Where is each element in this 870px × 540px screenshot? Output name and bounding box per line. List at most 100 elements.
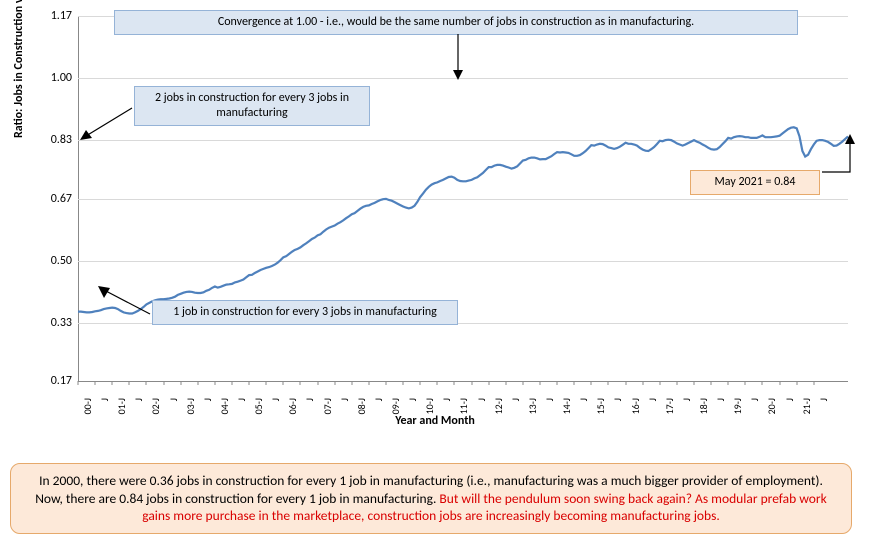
x-tick — [180, 381, 181, 385]
x-tick — [454, 381, 455, 385]
x-tick — [437, 381, 438, 385]
x-tick-label: J — [646, 398, 659, 401]
x-tick-label: J — [372, 398, 385, 401]
x-axis-title: Year and Month — [395, 414, 475, 428]
x-tick-label: J — [748, 398, 761, 401]
x-tick-label: J — [577, 398, 590, 401]
x-tick — [711, 381, 712, 385]
x-tick-label: 15-J — [594, 398, 607, 414]
x-tick — [386, 381, 387, 385]
y-tick-label: 0.50 — [51, 254, 72, 268]
x-tick-label: J — [132, 398, 145, 401]
x-tick — [129, 381, 130, 385]
x-tick — [642, 381, 643, 385]
x-tick-label: 02-J — [149, 398, 162, 414]
callout-two-for-three: 2 jobs in construction for every 3 jobs … — [134, 86, 370, 126]
x-tick-label: 04-J — [218, 398, 231, 414]
x-tick — [694, 381, 695, 385]
x-tick — [659, 381, 660, 385]
x-tick-label: J — [440, 398, 453, 401]
x-tick — [146, 381, 147, 385]
x-tick-label: 10-J — [423, 398, 436, 414]
x-tick — [232, 381, 233, 385]
x-tick — [420, 381, 421, 385]
arrow-one-for-three — [94, 284, 154, 324]
x-tick-label: J — [817, 398, 830, 401]
x-tick — [317, 381, 318, 385]
x-tick-label: J — [269, 398, 282, 401]
x-tick — [796, 381, 797, 385]
x-tick-label: 14-J — [560, 398, 573, 414]
x-tick-label: J — [167, 398, 180, 401]
x-tick-label: J — [406, 398, 419, 401]
x-tick — [112, 381, 113, 385]
x-tick — [163, 381, 164, 385]
x-tick-label: 11-J — [457, 398, 470, 414]
chart-container: Ratio: Jobs in Construction vs Manufactu… — [8, 8, 862, 428]
x-tick-label: 05-J — [252, 398, 265, 414]
x-tick — [95, 381, 96, 385]
x-tick-label: 18-J — [697, 398, 710, 414]
x-tick — [591, 381, 592, 385]
x-tick — [625, 381, 626, 385]
x-tick-label: 19-J — [731, 398, 744, 414]
callout-may-2021: May 2021 = 0.84 — [690, 170, 820, 195]
y-tick-label: 0.17 — [51, 374, 72, 388]
x-tick-label: 20-J — [765, 398, 778, 414]
x-tick — [403, 381, 404, 385]
x-tick — [266, 381, 267, 385]
x-tick — [249, 381, 250, 385]
x-tick — [351, 381, 352, 385]
x-tick — [728, 381, 729, 385]
x-tick-label: J — [235, 398, 248, 401]
x-tick-label: 16-J — [629, 398, 642, 414]
x-tick — [471, 381, 472, 385]
x-tick-label: 17-J — [663, 398, 676, 414]
plot-area: Convergence at 1.00 - i.e., would be the… — [78, 16, 848, 381]
x-tick — [745, 381, 746, 385]
x-tick — [779, 381, 780, 385]
x-tick-label: J — [475, 398, 488, 401]
y-tick-label: 1.17 — [51, 9, 72, 23]
x-tick-label: J — [338, 398, 351, 401]
x-tick-label: J — [98, 398, 111, 401]
arrow-convergence — [448, 34, 468, 80]
x-tick-label: J — [543, 398, 556, 401]
x-tick — [608, 381, 609, 385]
x-tick — [557, 381, 558, 385]
x-tick — [78, 381, 79, 385]
callout-convergence: Convergence at 1.00 - i.e., would be the… — [114, 10, 798, 35]
x-tick — [214, 381, 215, 385]
gridline — [78, 381, 848, 382]
x-tick-label: 12-J — [492, 398, 505, 414]
x-tick-label: 06-J — [286, 398, 299, 414]
x-tick-label: J — [714, 398, 727, 401]
x-tick-label: J — [680, 398, 693, 401]
x-tick-label: 21-J — [800, 398, 813, 414]
x-tick-label: 07-J — [321, 398, 334, 414]
x-tick-label: J — [783, 398, 796, 401]
y-tick-label: 0.67 — [51, 192, 72, 206]
data-line — [78, 127, 848, 313]
x-tick-label: J — [201, 398, 214, 401]
arrow-two-for-three — [78, 104, 134, 144]
x-tick-label: 01-J — [115, 398, 128, 414]
x-tick — [505, 381, 506, 385]
x-tick-label: J — [303, 398, 316, 401]
y-tick-label: 1.00 — [51, 71, 72, 85]
x-tick-label: 13-J — [526, 398, 539, 414]
x-tick-label: 03-J — [184, 398, 197, 414]
x-tick — [574, 381, 575, 385]
x-tick — [300, 381, 301, 385]
x-tick — [334, 381, 335, 385]
x-tick — [813, 381, 814, 385]
x-tick-label: J — [509, 398, 522, 401]
x-tick-label: 00-J — [81, 398, 94, 414]
x-tick — [283, 381, 284, 385]
x-tick — [522, 381, 523, 385]
x-tick — [762, 381, 763, 385]
x-tick-label: J — [611, 398, 624, 401]
caption-box: In 2000, there were 0.36 jobs in constru… — [10, 463, 852, 534]
x-tick — [368, 381, 369, 385]
y-axis-title: Ratio: Jobs in Construction vs Manufactu… — [12, 0, 26, 138]
